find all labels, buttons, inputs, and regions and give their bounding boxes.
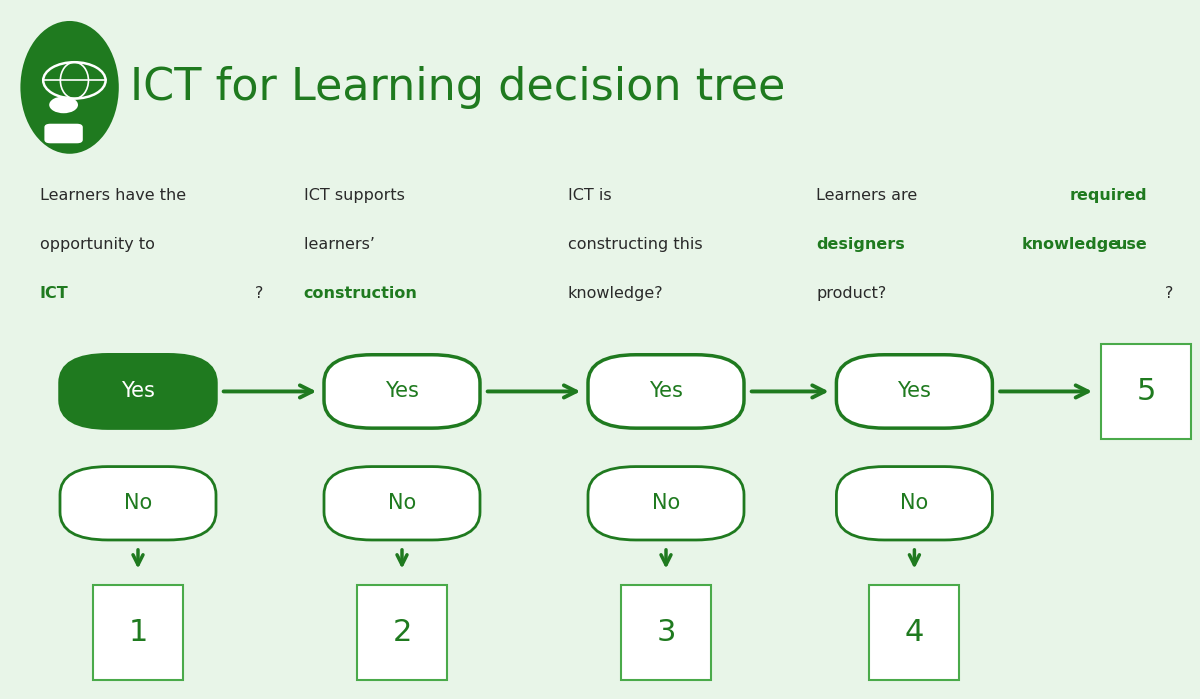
Text: No: No [388,493,416,513]
FancyBboxPatch shape [870,586,960,679]
Text: No: No [900,493,929,513]
Text: knowledge?: knowledge? [568,286,664,301]
Text: ICT supports: ICT supports [304,188,404,203]
Circle shape [49,96,78,113]
FancyBboxPatch shape [836,467,992,540]
FancyBboxPatch shape [60,467,216,540]
Text: Learners have the: Learners have the [40,188,186,203]
Text: No: No [652,493,680,513]
Text: opportunity to: opportunity to [40,237,160,252]
FancyBboxPatch shape [1102,344,1190,439]
FancyBboxPatch shape [358,586,448,679]
Text: product?: product? [816,286,887,301]
Text: Learners are: Learners are [816,188,917,203]
Text: Yes: Yes [385,382,419,401]
Text: use: use [1116,237,1147,252]
Text: ICT for Learning decision tree: ICT for Learning decision tree [130,66,785,109]
Text: required: required [1070,188,1147,203]
Text: 2: 2 [392,618,412,647]
FancyBboxPatch shape [324,355,480,428]
FancyBboxPatch shape [324,467,480,540]
FancyBboxPatch shape [836,355,992,428]
FancyBboxPatch shape [60,355,216,428]
Text: constructing this: constructing this [568,237,702,252]
Text: Yes: Yes [649,382,683,401]
Text: ICT is: ICT is [568,188,617,203]
Text: No: No [124,493,152,513]
Text: ?: ? [1165,286,1174,301]
Text: construction: construction [304,286,418,301]
Text: 4: 4 [905,618,924,647]
Text: learners’: learners’ [304,237,379,252]
FancyBboxPatch shape [588,467,744,540]
Text: knowledge: knowledge [1021,237,1120,252]
Text: ?: ? [254,286,263,301]
Text: 5: 5 [1136,377,1156,406]
Text: designers: designers [816,237,905,252]
Ellipse shape [20,21,119,154]
FancyBboxPatch shape [44,124,83,143]
Text: Yes: Yes [121,382,155,401]
Text: 1: 1 [128,618,148,647]
FancyBboxPatch shape [622,586,710,679]
Text: 3: 3 [656,618,676,647]
Text: Yes: Yes [898,382,931,401]
FancyBboxPatch shape [588,355,744,428]
FancyBboxPatch shape [94,586,184,679]
Text: ICT: ICT [40,286,68,301]
